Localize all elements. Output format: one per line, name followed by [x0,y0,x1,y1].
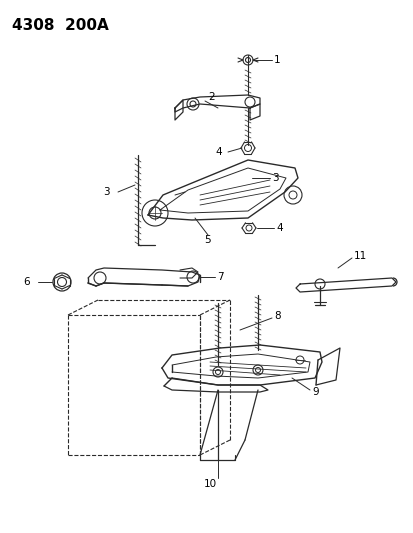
Text: 10: 10 [203,479,216,489]
Text: 1: 1 [273,55,280,65]
Text: 3: 3 [103,187,110,197]
Text: 9: 9 [311,387,318,397]
Text: 5: 5 [204,235,210,245]
Text: 6: 6 [23,277,30,287]
Text: 4: 4 [215,147,221,157]
Text: 4: 4 [275,223,282,233]
Text: 3: 3 [271,173,278,183]
Text: 7: 7 [216,272,223,282]
Text: 8: 8 [273,311,280,321]
Text: 2: 2 [207,92,214,102]
Text: 11: 11 [353,251,366,261]
Text: 4308  200A: 4308 200A [12,18,109,33]
